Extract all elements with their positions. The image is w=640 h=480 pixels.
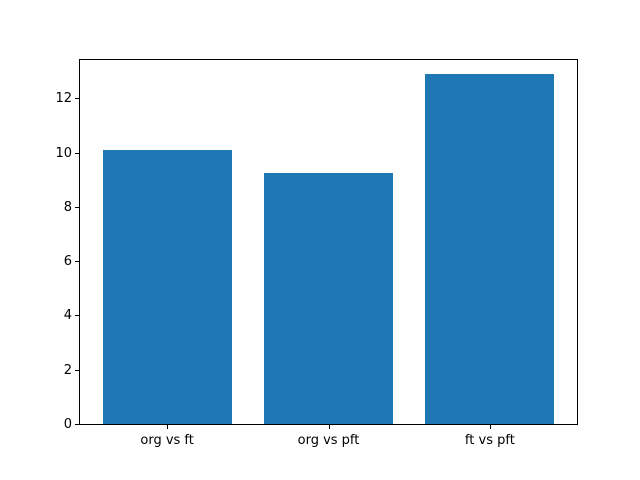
y-tick-label: 2 (63, 362, 72, 378)
y-tick-mark (75, 98, 79, 100)
x-tick-label: org vs pft (297, 433, 360, 448)
bar-org-vs-ft (102, 149, 232, 424)
y-tick-mark (75, 261, 79, 263)
y-tick-mark (75, 369, 79, 371)
y-tick-label: 8 (63, 199, 72, 215)
y-tick-label: 0 (63, 417, 72, 432)
y-tick-mark (75, 315, 79, 317)
x-tick-label: ft vs pft (464, 433, 515, 448)
y-tick-label: 12 (55, 91, 72, 107)
y-tick-label: 10 (55, 145, 72, 161)
y-tick-mark (75, 152, 79, 154)
bar-ft-vs-pft (425, 73, 555, 424)
y-tick-label: 4 (63, 308, 72, 324)
x-tick-mark (489, 425, 491, 429)
y-tick-mark (75, 206, 79, 208)
y-tick-mark (75, 424, 79, 425)
x-tick-label: org vs ft (140, 433, 194, 448)
x-tick-mark (328, 425, 330, 429)
bar-org-vs-pft (263, 172, 394, 424)
y-tick-label: 6 (63, 254, 72, 270)
x-tick-mark (167, 425, 169, 429)
